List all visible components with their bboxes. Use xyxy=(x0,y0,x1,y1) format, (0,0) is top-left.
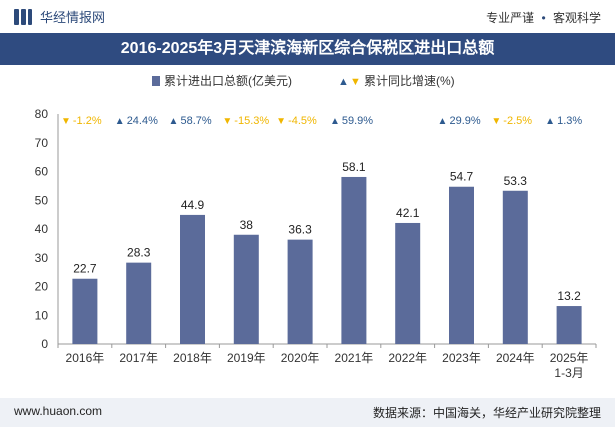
growth-down-triangle-icon: ▼ xyxy=(276,116,286,127)
growth-label: -15.3% xyxy=(234,115,269,127)
growth-up-triangle-icon: ▲ xyxy=(545,116,555,127)
growth-labels: ▼ -1.2% ▲ 24.4% ▲ 58.7% ▼ -15.3% ▼ -4.5% ▲ 59.9% ▲ 29… xyxy=(61,115,582,127)
footer-source: 数据来源：中国海关，华经产业研究院整理 xyxy=(372,406,601,420)
x-tick-label: 2025年 xyxy=(550,351,589,365)
x-tick-label: 2022年 xyxy=(388,351,427,365)
growth-label: 29.9% xyxy=(450,115,481,127)
chart-title: 2016-2025年3月天津滨海新区综合保税区进出口总额 xyxy=(0,33,615,65)
bar-chart: 累计进出口总额(亿美元) ▲ ▼ 累计同比增速(%) 0 10 20 30 40 50 60… xyxy=(35,73,597,380)
tag-professional: 专业严谨 xyxy=(486,11,535,25)
bar xyxy=(287,239,313,344)
growth-down-triangle-icon: ▼ xyxy=(61,116,71,127)
bar-value-label: 54.7 xyxy=(450,170,474,184)
y-tick-label: 20 xyxy=(35,280,49,294)
growth-up-triangle-icon: ▲ xyxy=(169,116,179,127)
x-tick-label: 2016年 xyxy=(66,351,105,365)
bar xyxy=(341,176,367,344)
footer-bar: www.huaon.com 数据来源：中国海关，华经产业研究院整理 xyxy=(0,398,615,427)
y-tick-label: 10 xyxy=(35,308,49,322)
legend: 累计进出口总额(亿美元) ▲ ▼ 累计同比增速(%) xyxy=(152,73,455,88)
value-labels: 22.7 28.3 44.9 38 36.3 58.1 42.1 54.7 53.3 13.2 xyxy=(73,160,581,303)
bar xyxy=(449,186,474,344)
x-tick-label: 2021年 xyxy=(335,351,374,365)
growth-label: 24.4% xyxy=(127,115,158,127)
bar xyxy=(72,278,98,344)
legend-bar-label: 累计进出口总额(亿美元) xyxy=(164,73,292,88)
tag-separator: • xyxy=(541,11,546,25)
x-tick-label: 2019年 xyxy=(227,351,266,365)
bar-value-label: 42.1 xyxy=(396,206,420,220)
bar xyxy=(556,306,582,344)
x-tick-label: 2018年 xyxy=(173,351,212,365)
y-tick-label: 30 xyxy=(35,251,49,265)
x-tick-label: 2020年 xyxy=(281,351,320,365)
growth-down-triangle-icon: ▼ xyxy=(491,116,501,127)
brand-logo-icon xyxy=(14,8,32,25)
growth-label: -1.2% xyxy=(73,115,102,127)
x-tick-label: 2024年 xyxy=(496,351,535,365)
bar xyxy=(180,214,205,344)
x-tick-label: 2023年 xyxy=(442,351,481,365)
legend-down-triangle-icon: ▼ xyxy=(350,76,361,88)
legend-up-triangle-icon: ▲ xyxy=(338,76,349,88)
x-tick-label: 1-3月 xyxy=(554,366,583,380)
bar-value-label: 58.1 xyxy=(342,160,366,174)
bar-value-label: 44.9 xyxy=(181,198,205,212)
legend-bar-swatch xyxy=(152,76,160,86)
growth-label: 1.3% xyxy=(557,115,582,127)
bar-value-label: 22.7 xyxy=(73,262,97,276)
header-bar: 华经情报网 专业严谨 • 客观科学 xyxy=(0,0,615,32)
y-tick-label: 40 xyxy=(35,222,49,236)
bar xyxy=(126,262,152,344)
bar xyxy=(233,234,259,344)
y-tick-label: 80 xyxy=(35,107,49,121)
bar-value-label: 53.3 xyxy=(504,174,528,188)
bar-value-label: 38 xyxy=(240,218,254,232)
y-tick-label: 0 xyxy=(41,337,48,351)
growth-label: 58.7% xyxy=(181,115,212,127)
growth-label: -4.5% xyxy=(288,115,317,127)
growth-label: -2.5% xyxy=(503,115,532,127)
footer-website: www.huaon.com xyxy=(14,404,103,418)
growth-label: 59.9% xyxy=(342,115,373,127)
brand: 华经情报网 xyxy=(14,7,105,26)
header-tags: 专业严谨 • 客观科学 xyxy=(486,9,601,26)
bar-value-label: 13.2 xyxy=(557,289,581,303)
y-tick-label: 50 xyxy=(35,193,49,207)
growth-up-triangle-icon: ▲ xyxy=(330,116,340,127)
growth-down-triangle-icon: ▼ xyxy=(222,116,232,127)
bar xyxy=(502,190,528,344)
growth-up-triangle-icon: ▲ xyxy=(115,116,125,127)
axes: 0 10 20 30 40 50 60 70 80 2016年 2017年 2018年 2019年 202… xyxy=(35,107,597,380)
bars xyxy=(72,176,582,344)
y-tick-label: 60 xyxy=(35,165,49,179)
bar-value-label: 36.3 xyxy=(288,223,312,237)
growth-up-triangle-icon: ▲ xyxy=(438,116,448,127)
brand-name: 华经情报网 xyxy=(40,10,106,25)
tag-objective: 客观科学 xyxy=(552,11,601,25)
legend-growth-label: 累计同比增速(%) xyxy=(364,74,455,88)
x-tick-label: 2017年 xyxy=(119,351,158,365)
bar-value-label: 28.3 xyxy=(127,246,151,260)
bar xyxy=(395,222,421,344)
y-tick-label: 70 xyxy=(35,136,49,150)
